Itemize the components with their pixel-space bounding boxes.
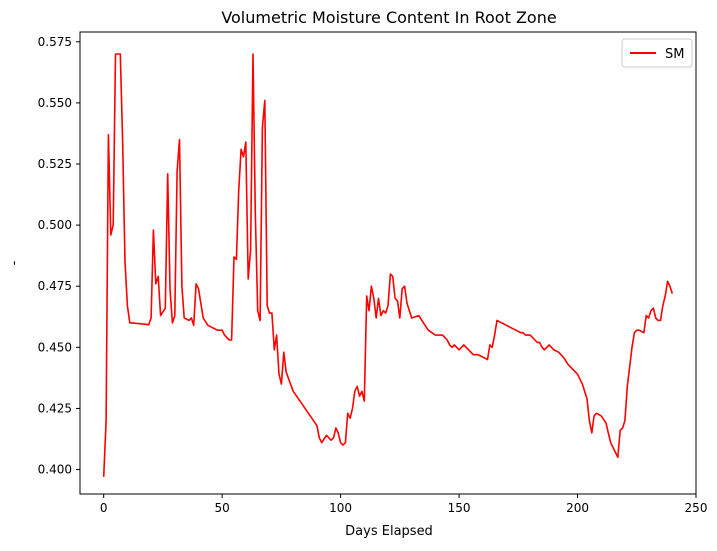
x-tick-label: 250: [685, 501, 708, 515]
y-tick-label: 0.450: [38, 340, 72, 354]
y-axis-label: -: [7, 260, 22, 265]
legend-label-sm: SM: [665, 47, 684, 62]
legend: SM: [621, 38, 693, 68]
y-tick-label: 0.525: [38, 157, 72, 171]
y-tick-label: 0.575: [38, 35, 72, 49]
plot-area: [102, 53, 674, 477]
axes: 0 50 100 150 200 250 0.400 0.425 0.450 0.475 0.500…: [38, 31, 708, 515]
legend-box: [621, 38, 693, 68]
x-tick-label: 150: [448, 501, 471, 515]
axes-frame: [79, 31, 697, 495]
x-tick-label: 200: [566, 501, 589, 515]
y-tick-label: 0.500: [38, 218, 72, 232]
y-tick-label: 0.400: [38, 463, 72, 477]
y-tick-label: 0.550: [38, 96, 72, 110]
x-tick-label: 50: [215, 501, 230, 515]
y-tick-label: 0.425: [38, 401, 72, 415]
x-tick-label: 0: [100, 501, 108, 515]
series-line-sm: [102, 53, 674, 477]
x-tick-label: 100: [329, 501, 352, 515]
chart-title: Volumetric Moisture Content In Root Zone: [221, 8, 556, 27]
y-tick-label: 0.475: [38, 279, 72, 293]
x-axis-label: Days Elapsed: [345, 524, 433, 539]
